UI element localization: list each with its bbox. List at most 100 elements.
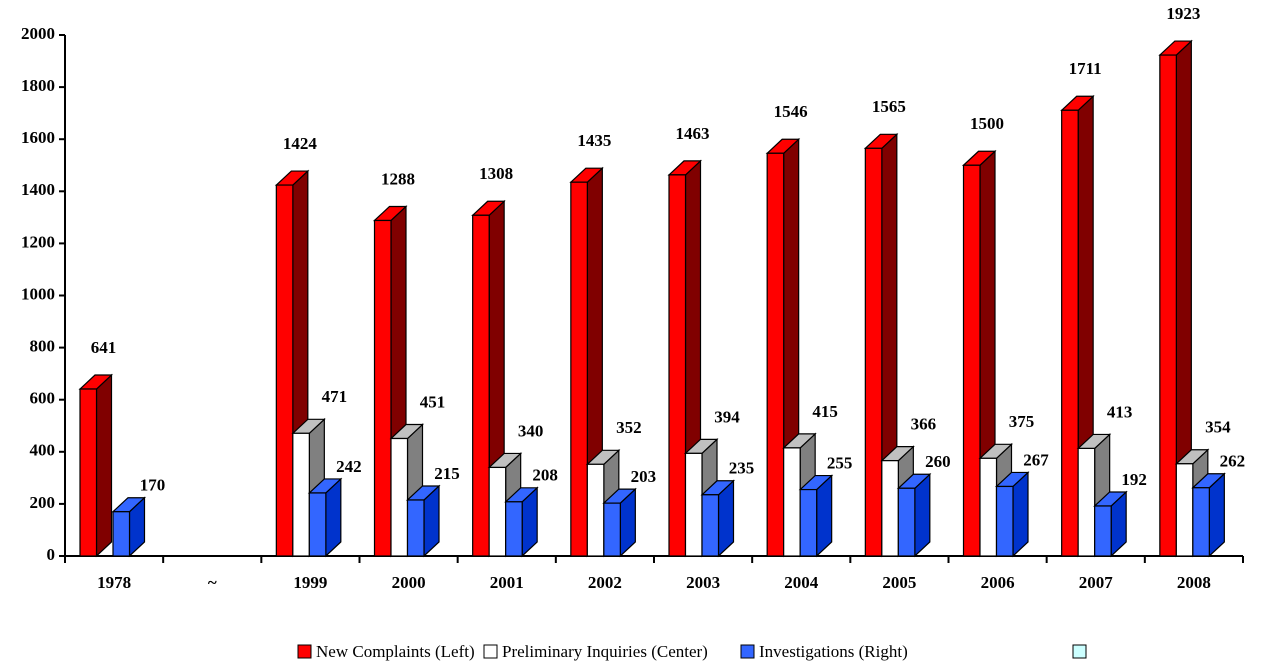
- bar: [570, 181, 588, 557]
- bar-group: [78, 373, 114, 558]
- value-label: 1546: [774, 102, 808, 121]
- bar-group: [504, 486, 539, 558]
- x-tick-label: ~: [208, 573, 217, 592]
- y-tick-label: 200: [30, 493, 56, 512]
- legend-label: New Complaints (Left): [316, 642, 475, 661]
- legend-swatch: [483, 644, 498, 659]
- bar-group: [896, 472, 932, 558]
- x-tick-label: 2004: [784, 573, 819, 592]
- bar: [275, 184, 294, 557]
- legend-label: Investigations (Right): [759, 642, 908, 661]
- y-tick-label: 600: [30, 389, 56, 408]
- legend-swatch: [297, 644, 312, 659]
- bar-group: [602, 487, 637, 558]
- value-label: 1288: [381, 169, 415, 188]
- bar: [995, 485, 1014, 557]
- bar: [112, 511, 131, 557]
- value-label: 1435: [577, 131, 611, 150]
- bar: [684, 452, 703, 557]
- x-tick-label: 2002: [588, 573, 622, 592]
- bar: [701, 494, 720, 557]
- value-label: 208: [532, 466, 558, 485]
- bar-group: [111, 496, 147, 558]
- legend-swatch-empty: [1072, 644, 1087, 659]
- value-label: 267: [1023, 450, 1049, 469]
- value-label: 641: [91, 338, 117, 357]
- value-label: 394: [714, 407, 740, 426]
- bar: [1061, 109, 1079, 557]
- value-label: 255: [827, 453, 853, 472]
- value-label: 203: [631, 467, 657, 486]
- bar: [373, 219, 392, 557]
- bar-group: [1191, 472, 1226, 558]
- legend-swatch: [740, 644, 755, 659]
- value-label: 215: [434, 464, 460, 483]
- value-label: 1463: [676, 124, 710, 143]
- y-tick-label: 2000: [21, 24, 55, 43]
- bar: [603, 502, 621, 557]
- bar: [505, 501, 523, 557]
- value-label: 413: [1107, 402, 1133, 421]
- bar: [979, 457, 998, 557]
- bar: [390, 437, 409, 557]
- y-tick-label: 0: [47, 545, 56, 564]
- y-tick-label: 1200: [21, 232, 55, 251]
- x-tick-label: 1978: [97, 573, 131, 592]
- bar: [292, 432, 310, 557]
- bar: [1094, 505, 1112, 557]
- bar-group: [798, 474, 834, 558]
- bar: [1175, 463, 1194, 557]
- x-tick-label: 2001: [490, 573, 524, 592]
- bar: [1077, 447, 1096, 557]
- bar: [962, 164, 981, 557]
- bar: [308, 492, 327, 557]
- bar: [406, 499, 425, 557]
- bar-group: [1093, 490, 1128, 558]
- value-label: 1711: [1069, 59, 1102, 78]
- bar-group: [700, 479, 736, 558]
- y-tick-label: 400: [30, 441, 56, 460]
- value-label: 415: [812, 402, 838, 421]
- bar: [488, 466, 507, 557]
- bar-side: [95, 373, 113, 558]
- x-tick-label: 2000: [392, 573, 426, 592]
- value-label: 192: [1121, 470, 1147, 489]
- value-label: 375: [1009, 412, 1035, 431]
- bar: [864, 147, 883, 557]
- bar: [668, 174, 687, 557]
- value-label: 260: [925, 452, 951, 471]
- bar: [472, 214, 490, 557]
- x-tick-label: 2003: [686, 573, 720, 592]
- y-tick-label: 1800: [21, 76, 55, 95]
- x-tick-label: 1999: [293, 573, 327, 592]
- value-label: 170: [140, 476, 166, 495]
- y-tick-label: 1600: [21, 128, 55, 147]
- bar: [79, 388, 98, 557]
- y-tick-label: 1000: [21, 284, 55, 303]
- value-label: 1923: [1166, 4, 1200, 23]
- bar: [783, 447, 801, 557]
- value-label: 471: [322, 387, 348, 406]
- bar-group: [291, 417, 326, 558]
- bar: [799, 488, 818, 557]
- y-tick-label: 1400: [21, 180, 55, 199]
- value-label: 242: [336, 457, 362, 476]
- x-tick-label: 2005: [882, 573, 916, 592]
- x-tick-label: 2008: [1177, 573, 1211, 592]
- value-label: 354: [1205, 418, 1231, 437]
- x-tick-label: 2007: [1079, 573, 1114, 592]
- bar: [881, 460, 899, 557]
- value-label: 262: [1220, 452, 1246, 471]
- bar: [1159, 54, 1177, 557]
- y-tick-label: 800: [30, 337, 56, 356]
- bar: [586, 463, 605, 557]
- bar-group: [405, 484, 441, 558]
- value-label: 235: [729, 459, 755, 478]
- value-label: 340: [518, 421, 544, 440]
- value-label: 352: [616, 418, 642, 437]
- legend-label: Preliminary Inquiries (Center): [502, 642, 708, 661]
- value-label: 1424: [283, 134, 318, 153]
- bar: [766, 152, 785, 557]
- bar: [897, 487, 916, 557]
